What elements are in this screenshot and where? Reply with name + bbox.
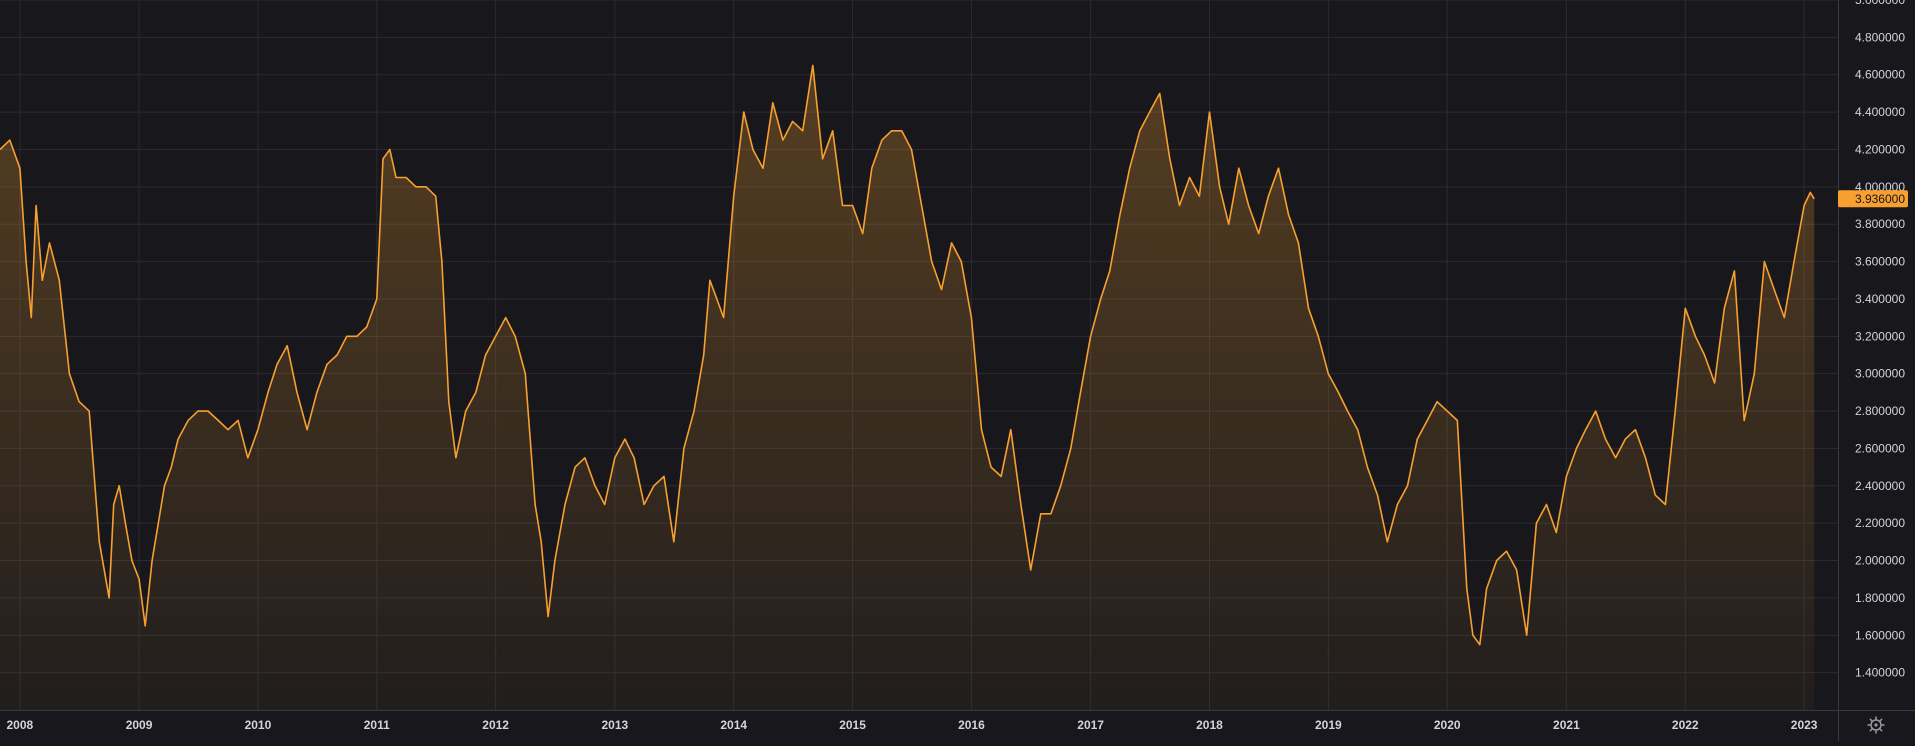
y-tick-label: 3.800000: [1855, 217, 1905, 231]
x-tick-label: 2009: [126, 718, 153, 732]
y-tick-label: 3.400000: [1855, 292, 1905, 306]
x-tick-label: 2015: [839, 718, 866, 732]
y-tick-label: 1.400000: [1855, 666, 1905, 680]
x-tick-label: 2010: [245, 718, 272, 732]
y-tick-label: 3.200000: [1855, 329, 1905, 343]
y-tick-label: 4.800000: [1855, 30, 1905, 44]
x-tick-label: 2016: [958, 718, 985, 732]
y-axis-ticks: 5.000000 4.800000 4.600000 4.400000 4.200000…: [1855, 0, 1905, 680]
last-price-label: 3.936000: [1855, 192, 1905, 206]
gear-icon[interactable]: [1867, 716, 1885, 734]
last-price-box: [1838, 190, 1908, 208]
x-tick-label: 2011: [364, 718, 390, 732]
y-tick-label: 3.600000: [1855, 255, 1905, 269]
y-tick-label: 4.600000: [1855, 68, 1905, 82]
x-tick-label: 2018: [1196, 718, 1223, 732]
last-price-marker: 3.936000: [1838, 190, 1908, 208]
y-tick-label: 4.400000: [1855, 105, 1905, 119]
x-tick-label: 2022: [1672, 718, 1699, 732]
x-axis-ticks: 2008 2009 2010 2011 2012 2013 2014 2015 2016 2017…: [7, 718, 1818, 732]
x-tick-label: 2020: [1434, 718, 1461, 732]
x-tick-label: 2013: [601, 718, 628, 732]
x-tick-label: 2014: [720, 718, 747, 732]
x-tick-label: 2019: [1315, 718, 1342, 732]
y-tick-label: 2.400000: [1855, 479, 1905, 493]
x-tick-label: 2023: [1791, 718, 1818, 732]
y-tick-label: 2.000000: [1855, 554, 1905, 568]
x-tick-label: 2012: [482, 718, 509, 732]
y-tick-label: 1.800000: [1855, 591, 1905, 605]
series-line: [0, 64, 1815, 646]
y-tick-label: 2.800000: [1855, 404, 1905, 418]
x-tick-label: 2008: [7, 718, 34, 732]
series-area: [0, 65, 1815, 710]
y-tick-label: 2.200000: [1855, 516, 1905, 530]
y-tick-label: 1.600000: [1855, 628, 1905, 642]
x-tick-label: 2017: [1077, 718, 1104, 732]
y-tick-label: 2.600000: [1855, 441, 1905, 455]
y-tick-label: 5.000000: [1855, 0, 1905, 7]
y-tick-label: 4.200000: [1855, 142, 1905, 156]
x-tick-label: 2021: [1553, 718, 1580, 732]
y-tick-label: 3.000000: [1855, 367, 1905, 381]
